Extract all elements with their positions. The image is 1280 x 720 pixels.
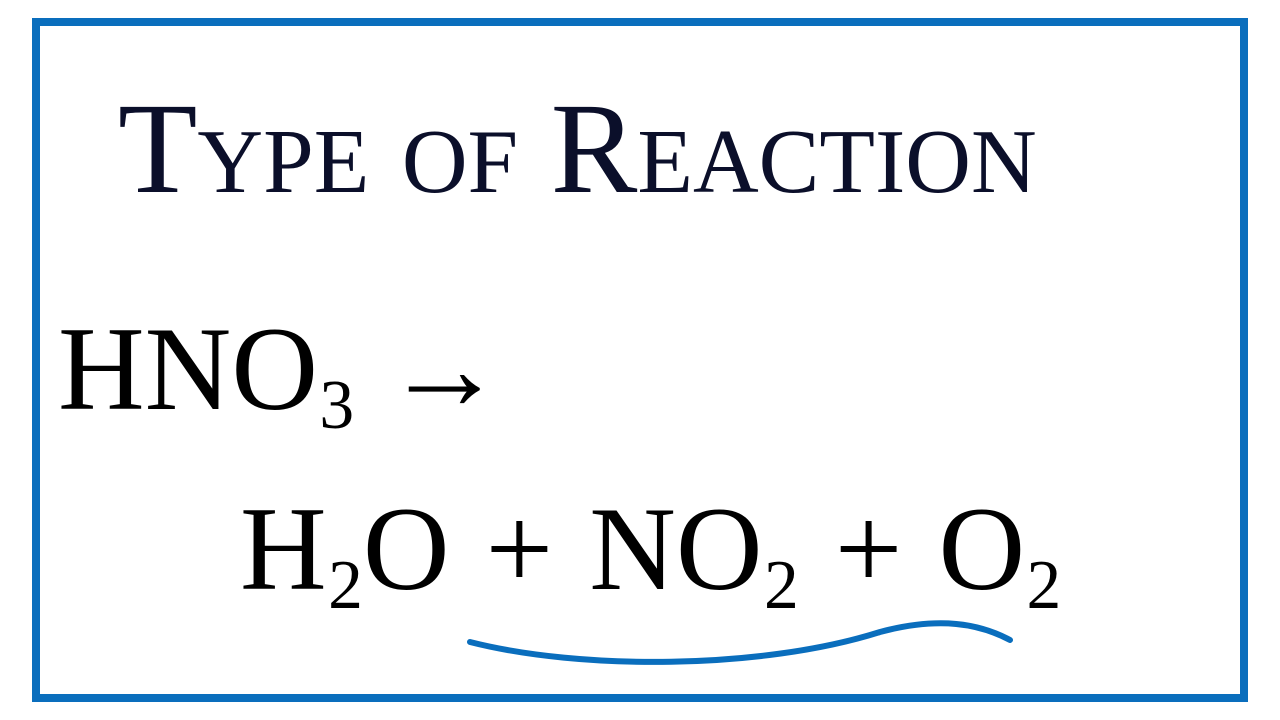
element-symbol: O	[676, 480, 763, 618]
subscript: 3	[319, 366, 354, 446]
equation-products-line: H2O + NO2 + O2	[240, 480, 1061, 618]
diagram-canvas: Type of Reaction HNO3→ H2O+NO2+O2	[0, 0, 1280, 720]
chemical-formula: HNO3	[58, 300, 354, 438]
element-symbol: O	[231, 300, 318, 438]
element-symbol: N	[145, 300, 232, 438]
equation-reactants-line: HNO3→	[58, 300, 534, 438]
plus-sign: +	[486, 480, 554, 618]
subscript: 2	[1027, 546, 1062, 626]
element-symbol: N	[589, 480, 676, 618]
subscript: 2	[328, 546, 363, 626]
subscript: 2	[764, 546, 799, 626]
diagram-title: Type of Reaction	[118, 74, 1037, 224]
reaction-arrow: →	[384, 300, 504, 438]
element-symbol: O	[363, 480, 450, 618]
plus-sign: +	[835, 480, 903, 618]
element-symbol: H	[240, 480, 327, 618]
chemical-formula: H2O	[240, 480, 450, 618]
element-symbol: H	[58, 300, 145, 438]
title-text: Type of Reaction	[118, 77, 1037, 221]
chemical-formula: NO2	[589, 480, 799, 618]
chemical-formula: O2	[938, 480, 1061, 618]
element-symbol: O	[938, 480, 1025, 618]
